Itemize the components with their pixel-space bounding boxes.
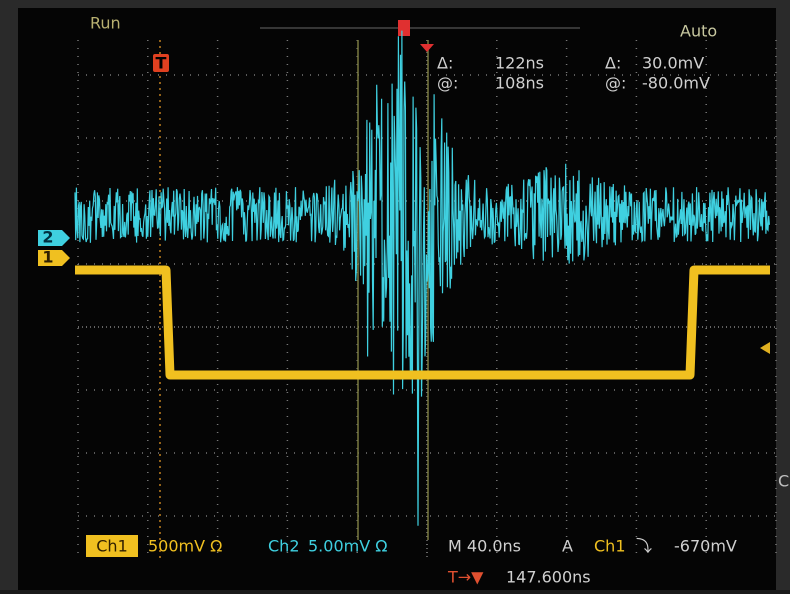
- trigger-marker-box: [153, 54, 169, 72]
- side-label: C: [778, 472, 789, 491]
- ch2-scale: 5.00mV Ω: [308, 537, 387, 556]
- cursor-label: Δ:: [437, 54, 453, 73]
- ch2-marker-box: [38, 230, 70, 246]
- ch1-label-box: [86, 535, 138, 557]
- trigger-marker: T: [156, 54, 167, 73]
- cursor-label: @:: [437, 74, 458, 93]
- trigger-prefix: A: [562, 537, 573, 556]
- ch2-marker: 2: [42, 228, 53, 247]
- cursor-label: @:: [605, 74, 626, 93]
- ch2-waveform: [74, 30, 770, 526]
- graticule: [77, 40, 777, 560]
- trigger-slope: ⤵: [636, 537, 652, 556]
- position: 147.600ns: [506, 568, 591, 587]
- position-icon: T→▼: [447, 568, 484, 587]
- run-state: Run: [90, 14, 121, 33]
- ch1-label: Ch1: [96, 537, 128, 556]
- ch1-scale: 500mV Ω: [148, 537, 222, 556]
- ch1-waveform: [75, 265, 770, 380]
- cursor-value: -80.0mV: [642, 74, 710, 93]
- level-arrow: [760, 342, 770, 354]
- cursor-label: Δ:: [605, 54, 621, 73]
- trigger-source: Ch1: [594, 537, 626, 556]
- trigger-arrow: [420, 44, 434, 52]
- cursor-value: 122ns: [495, 54, 544, 73]
- ch2-label: Ch2: [268, 537, 300, 556]
- trigger-mode: Auto: [680, 22, 717, 41]
- trigger-level: -670mV: [674, 537, 737, 556]
- record-marker: [398, 20, 410, 36]
- ch1-marker-box: [38, 250, 70, 266]
- cursor-value: 30.0mV: [642, 54, 704, 73]
- timebase: M 40.0ns: [448, 537, 521, 556]
- ch1-marker: 1: [42, 248, 53, 267]
- cursor-value: 108ns: [495, 74, 544, 93]
